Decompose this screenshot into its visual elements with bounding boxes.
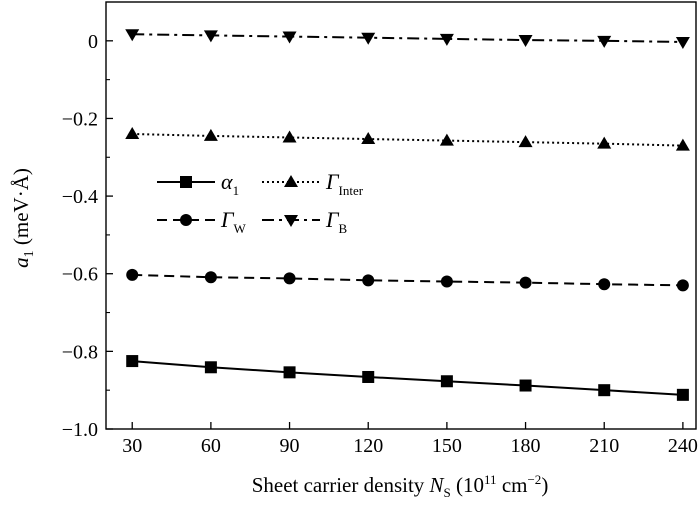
svg-text:a1 (meV·Å): a1 (meV·Å) — [9, 168, 37, 268]
data-point — [598, 278, 611, 291]
x-tick-label: 180 — [511, 435, 541, 457]
plot-frame — [105, 1, 697, 430]
legend-marker — [284, 215, 298, 227]
legend-label: ΓW — [220, 207, 247, 236]
data-point — [440, 275, 453, 288]
y-tick-label: −0.6 — [62, 264, 98, 286]
data-point — [283, 366, 296, 379]
legend-item: ΓW — [157, 207, 247, 236]
legend-label: α1 — [221, 169, 239, 198]
y-tick-label: −1.0 — [62, 419, 98, 441]
series-line — [132, 273, 683, 287]
series-line — [132, 33, 683, 43]
series-triangle-down — [125, 29, 690, 49]
data-point — [439, 133, 454, 146]
data-point — [675, 138, 690, 151]
data-point — [282, 130, 297, 143]
data-point — [282, 31, 297, 44]
data-point — [519, 379, 532, 392]
data-point — [597, 35, 612, 48]
data-point — [361, 32, 376, 45]
data-series — [125, 29, 690, 401]
legend-label: ΓInter — [325, 169, 364, 198]
data-point — [362, 274, 375, 287]
data-point — [203, 128, 218, 141]
legend-marker — [180, 176, 192, 188]
legend-label: ΓB — [325, 207, 348, 236]
data-point — [125, 126, 140, 139]
data-point — [518, 35, 533, 48]
series-line — [132, 360, 683, 396]
series-square — [126, 355, 689, 401]
y-tick-label: −0.4 — [62, 186, 98, 208]
data-point — [519, 276, 532, 289]
legend-item: α1 — [157, 169, 239, 198]
data-point — [518, 135, 533, 148]
series-triangle-up — [125, 126, 690, 151]
x-axis-title: Sheet carrier density NS (1011 cm−2) — [252, 472, 549, 500]
legend-item: ΓB — [262, 207, 348, 236]
legend-marker — [284, 175, 298, 187]
data-point — [125, 29, 140, 42]
data-point — [598, 384, 611, 397]
y-axis-title: a1 (meV·Å) — [9, 168, 37, 268]
data-point — [439, 33, 454, 46]
x-tick-label: 240 — [668, 435, 698, 457]
axis-ticks: 30 60 90 120 150 180 210 240 0 −0.2 −0.4 −0.6 −0.8 −1… — [62, 31, 698, 457]
x-tick-label: 90 — [280, 435, 300, 457]
data-point — [597, 136, 612, 149]
data-point — [204, 271, 217, 284]
data-point — [362, 370, 375, 383]
y-tick-label: −0.2 — [62, 108, 98, 130]
legend-item: ΓInter — [262, 169, 364, 198]
data-point — [676, 279, 689, 292]
x-tick-label: 30 — [122, 435, 142, 457]
data-point — [361, 132, 376, 145]
data-point — [440, 375, 453, 388]
data-point — [283, 272, 296, 285]
x-tick-label: 210 — [589, 435, 619, 457]
legend: α1 ΓInter ΓW ΓB — [157, 169, 364, 236]
data-point — [126, 355, 139, 368]
data-point — [675, 36, 690, 49]
data-point — [126, 268, 139, 281]
series-circle — [126, 268, 689, 292]
data-point — [203, 30, 218, 43]
y-tick-label: 0 — [88, 31, 98, 53]
x-tick-label: 150 — [432, 435, 462, 457]
x-tick-label: 120 — [353, 435, 383, 457]
series-line — [132, 132, 683, 147]
y-tick-label: −0.8 — [62, 341, 98, 363]
data-point — [204, 361, 217, 374]
x-tick-label: 60 — [201, 435, 221, 457]
data-point — [676, 388, 689, 401]
legend-marker — [180, 214, 192, 226]
